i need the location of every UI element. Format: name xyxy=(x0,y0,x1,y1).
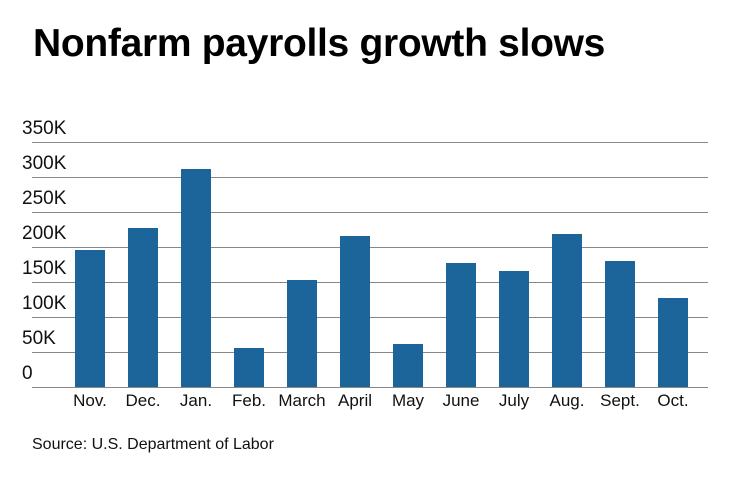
gridline xyxy=(32,247,708,248)
chart-title: Nonfarm payrolls growth slows xyxy=(33,22,606,65)
y-tick-label: 350K xyxy=(22,118,67,139)
x-tick-label: Oct. xyxy=(657,391,689,410)
bar xyxy=(499,271,529,387)
bar xyxy=(658,297,688,387)
gridline xyxy=(32,387,708,388)
bar xyxy=(75,250,105,387)
bar xyxy=(181,168,211,387)
x-tick-label: Aug. xyxy=(549,391,585,410)
gridline xyxy=(32,352,708,353)
x-tick-label: April xyxy=(337,391,372,410)
y-tick-label: 200K xyxy=(22,223,67,244)
bar xyxy=(605,261,635,387)
y-tick-label: 250K xyxy=(22,188,67,209)
x-tick-label: March xyxy=(278,391,326,410)
bar xyxy=(340,236,370,387)
x-tick-label: May xyxy=(391,391,425,410)
source-note: Source: U.S. Department of Labor xyxy=(32,436,274,453)
gridline xyxy=(32,282,708,283)
bar xyxy=(128,228,158,387)
y-tick-label: 100K xyxy=(22,293,67,314)
gridline xyxy=(32,317,708,318)
bar xyxy=(446,262,476,387)
y-tick-label: 50K xyxy=(22,328,56,349)
gridline xyxy=(32,212,708,213)
bar xyxy=(552,234,582,387)
x-tick-label: Dec. xyxy=(125,391,161,410)
x-tick-label: July xyxy=(498,391,530,410)
x-tick-label: Nov. xyxy=(73,391,107,410)
bar xyxy=(393,344,423,387)
gridline xyxy=(32,142,708,143)
y-tick-label: 300K xyxy=(22,153,67,174)
x-tick-label: Sept. xyxy=(600,391,640,410)
bar xyxy=(234,348,264,387)
x-tick-label: Feb. xyxy=(231,391,267,410)
x-tick-label: Jan. xyxy=(179,391,213,410)
bar xyxy=(287,280,317,387)
gridline xyxy=(32,177,708,178)
y-tick-label: 0 xyxy=(22,363,33,384)
y-tick-label: 150K xyxy=(22,258,67,279)
x-tick-label: June xyxy=(442,391,480,410)
